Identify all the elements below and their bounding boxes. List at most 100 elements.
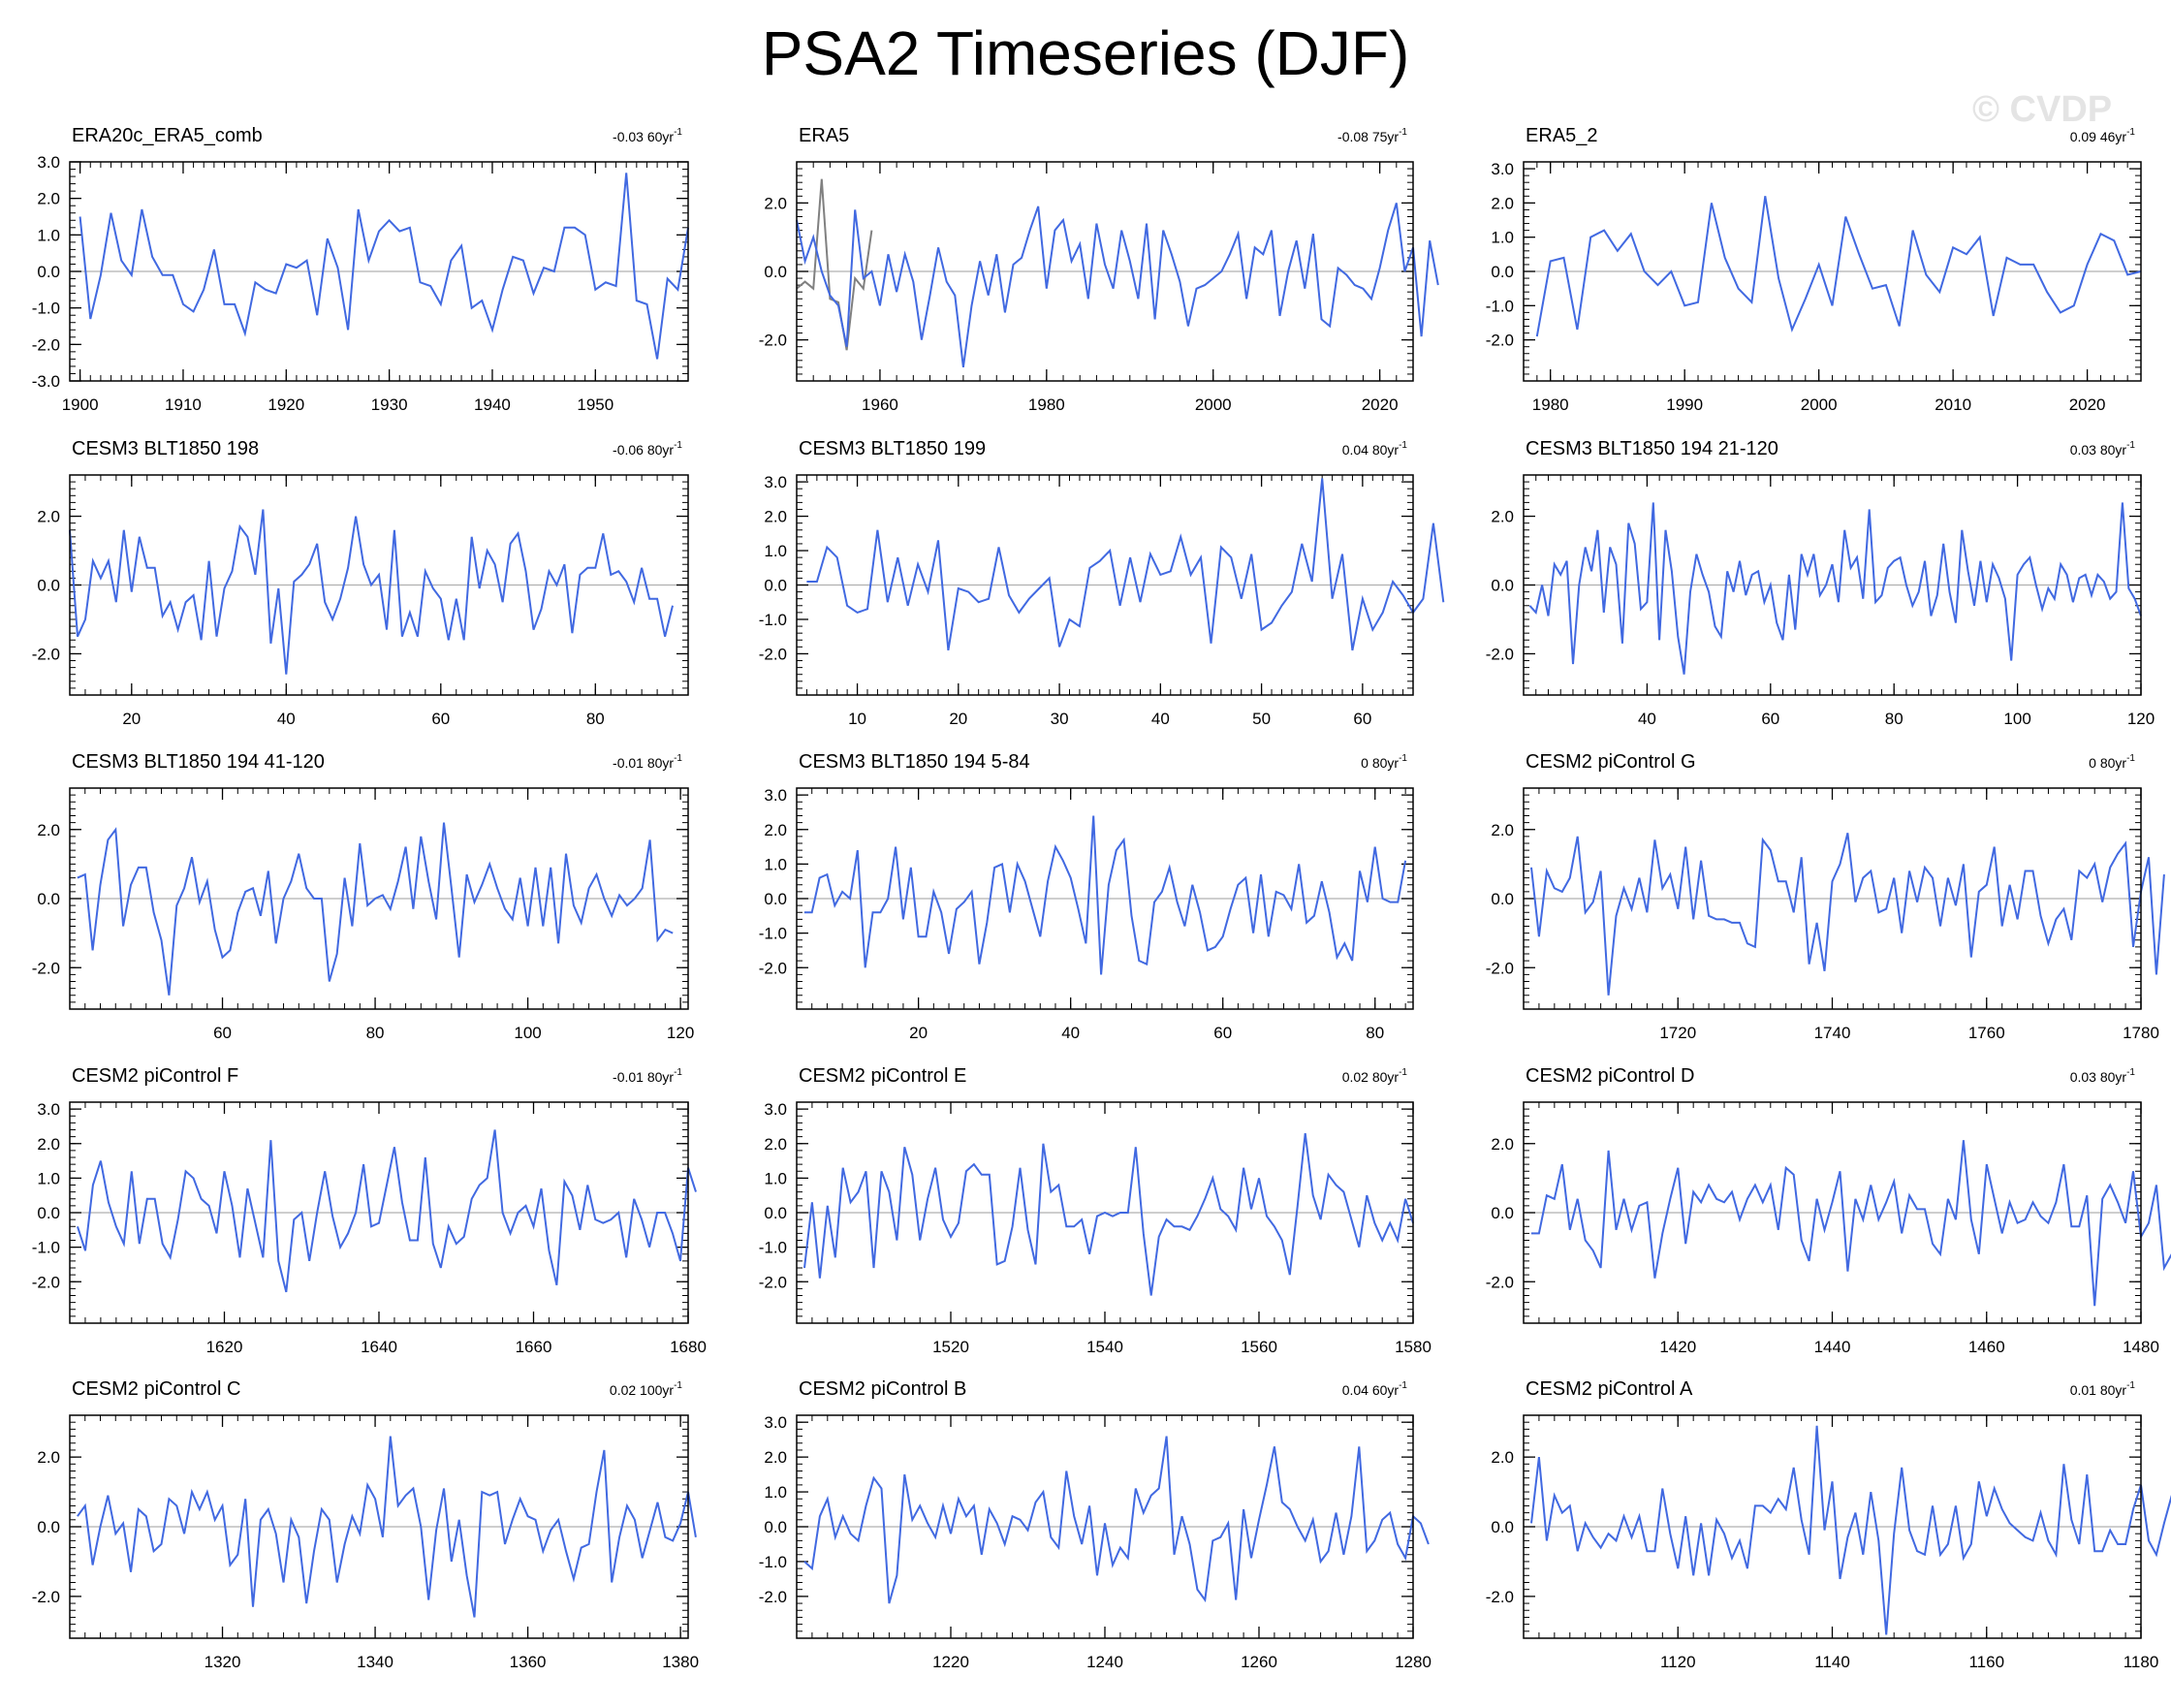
- y-tick-label: 0.0: [37, 890, 60, 908]
- y-tick-label: -2.0: [1486, 332, 1514, 350]
- y-tick-label: 0.0: [1491, 1204, 1514, 1222]
- x-tick-label: 1240: [1086, 1653, 1123, 1671]
- panel-trend: 0.02 80yr-1: [1342, 1067, 1408, 1085]
- panel-10: CESM2 piControl E 0.02 80yr-1 1520 1540 1560…: [759, 1065, 1432, 1356]
- x-tick-label: 1680: [670, 1338, 707, 1356]
- x-tick-label: 60: [431, 710, 450, 728]
- plot-frame: [69, 1414, 689, 1639]
- x-tick-label: 1580: [1395, 1338, 1432, 1356]
- y-tick-label: 2.0: [764, 1135, 787, 1154]
- x-tick-label: 30: [1051, 710, 1069, 728]
- y-tick-label: 1.0: [37, 226, 60, 244]
- panel-14: CESM2 piControl A 0.01 80yr-1 1120 1140 1160…: [1486, 1378, 2171, 1671]
- x-tick-label: 1560: [1241, 1338, 1277, 1356]
- series-line: [1528, 502, 2142, 675]
- panel-trend: -0.03 60yr-1: [613, 127, 682, 144]
- x-tick-label: 1980: [1028, 395, 1065, 414]
- series-line: [803, 1436, 1430, 1604]
- series-line-alt: [796, 178, 873, 351]
- y-tick-label: -1.0: [32, 1239, 60, 1257]
- x-tick-label: 1720: [1659, 1024, 1696, 1042]
- y-tick-label: 2.0: [37, 821, 60, 839]
- x-tick-label: 1760: [1968, 1024, 2005, 1042]
- y-tick-label: 1.0: [37, 1169, 60, 1187]
- y-tick-label: 2.0: [764, 1448, 787, 1467]
- x-tick-label: 60: [1353, 710, 1371, 728]
- x-tick-label: 1620: [206, 1338, 243, 1356]
- x-tick-label: 1940: [474, 395, 511, 414]
- y-tick-label: -2.0: [1486, 1588, 1514, 1606]
- y-tick-label: 0.0: [37, 263, 60, 281]
- panel-1: ERA5 -0.08 75yr-1 1960 1980 2000 2020 2.0 0.0 -2…: [759, 125, 1439, 414]
- y-tick-label: 0.0: [37, 1204, 60, 1222]
- y-tick-label: -2.0: [759, 332, 787, 350]
- x-tick-label: 1520: [932, 1338, 969, 1356]
- x-tick-label: 1260: [1241, 1653, 1277, 1671]
- panel-title: CESM3 BLT1850 194 5-84: [799, 751, 1030, 773]
- y-tick-label: 3.0: [37, 153, 60, 172]
- panel-13: CESM2 piControl B 0.04 60yr-1 1220 1240 1260…: [759, 1378, 1432, 1671]
- x-tick-label: 2000: [1195, 395, 1232, 414]
- x-tick-label: 120: [667, 1024, 694, 1042]
- plot-frame: [1523, 1101, 2142, 1324]
- x-tick-label: 80: [1885, 710, 1904, 728]
- y-tick-label: 0.0: [764, 1204, 787, 1222]
- x-tick-label: 2010: [1935, 395, 1971, 414]
- panel-title: CESM2 piControl A: [1526, 1378, 1693, 1400]
- x-tick-label: 40: [277, 710, 296, 728]
- x-tick-label: 1540: [1086, 1338, 1123, 1356]
- panel-trend: 0.04 80yr-1: [1342, 440, 1408, 458]
- x-tick-label: 80: [366, 1024, 385, 1042]
- panel-title: CESM2 piControl C: [72, 1378, 241, 1400]
- y-tick-label: 0.0: [764, 890, 787, 908]
- y-tick-label: -1.0: [759, 1553, 787, 1571]
- panel-trend-exponent: -1: [2126, 440, 2135, 451]
- plot-frame: [69, 474, 689, 696]
- watermark: © CVDP: [1972, 89, 2113, 130]
- plot-frame: [1523, 161, 2142, 382]
- panel-trend: 0.09 46yr-1: [2070, 127, 2136, 144]
- plot-frame: [69, 787, 689, 1010]
- plot-frame: [69, 1101, 689, 1324]
- y-tick-label: -2.0: [759, 645, 787, 663]
- panel-title: ERA5: [799, 125, 849, 146]
- panel-4: CESM3 BLT1850 199 0.04 80yr-1 10 20 30 40 50 60…: [759, 438, 1445, 728]
- panel-trend: 0.03 80yr-1: [2070, 440, 2136, 458]
- x-tick-label: 1140: [1814, 1653, 1850, 1671]
- panel-trend-exponent: -1: [674, 127, 682, 138]
- y-tick-label: -1.0: [1486, 297, 1514, 315]
- series-line: [77, 1129, 697, 1293]
- y-tick-label: 0.0: [764, 263, 787, 281]
- x-tick-label: 2000: [1801, 395, 1838, 414]
- x-tick-label: 1440: [1814, 1338, 1851, 1356]
- y-tick-label: -1.0: [759, 925, 787, 943]
- y-tick-label: -1.0: [32, 300, 60, 318]
- y-tick-label: 1.0: [764, 855, 787, 873]
- y-tick-label: 2.0: [37, 508, 60, 526]
- panel-trend-exponent: -1: [2126, 753, 2135, 764]
- series-line: [77, 1436, 697, 1618]
- panel-title: CESM3 BLT1850 198: [72, 438, 259, 459]
- panel-title: CESM3 BLT1850 194 41-120: [72, 751, 325, 773]
- panel-trend: 0.01 80yr-1: [2070, 1380, 2136, 1398]
- panel-12: CESM2 piControl C 0.02 100yr-1 1320 1340 136…: [32, 1378, 699, 1671]
- plot-frame: [69, 161, 689, 382]
- y-tick-label: 2.0: [1491, 194, 1514, 212]
- panel-trend-exponent: -1: [1399, 753, 1407, 764]
- y-tick-label: 2.0: [37, 1135, 60, 1154]
- x-tick-label: 1910: [165, 395, 202, 414]
- panel-7: CESM3 BLT1850 194 5-84 0 80yr-1 20 40 60 80 3.…: [759, 751, 1414, 1042]
- x-tick-label: 40: [1151, 710, 1170, 728]
- series-line: [77, 822, 674, 996]
- y-tick-label: -2.0: [1486, 959, 1514, 977]
- y-tick-label: 1.0: [764, 1483, 787, 1502]
- panel-11: CESM2 piControl D 0.03 80yr-1 1420 1440 1460…: [1486, 1065, 2171, 1356]
- y-tick-label: 3.0: [37, 1100, 60, 1119]
- y-tick-label: -2.0: [32, 645, 60, 663]
- y-tick-label: -2.0: [1486, 1273, 1514, 1291]
- y-tick-label: -2.0: [759, 1588, 787, 1606]
- x-tick-label: 1320: [205, 1653, 241, 1671]
- x-tick-label: 10: [848, 710, 866, 728]
- y-tick-label: -2.0: [32, 335, 60, 354]
- panel-trend-exponent: -1: [1399, 440, 1407, 451]
